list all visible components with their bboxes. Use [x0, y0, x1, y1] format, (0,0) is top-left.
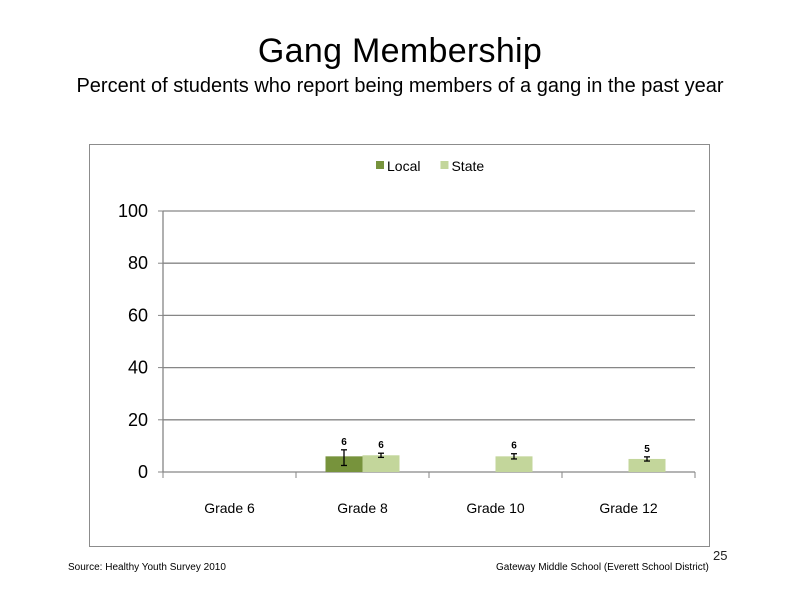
legend-swatch-state — [440, 161, 449, 169]
y-tick-label: 100 — [118, 201, 148, 221]
y-tick-label: 40 — [128, 358, 148, 378]
x-tick-label: Grade 8 — [337, 500, 388, 516]
source-note: Source: Healthy Youth Survey 2010 — [68, 562, 226, 573]
data-label: 5 — [644, 444, 650, 455]
data-label: 6 — [341, 437, 347, 448]
x-tick-label: Grade 10 — [466, 500, 525, 516]
page-number: 25 — [713, 548, 728, 563]
chart-title: Gang Membership — [257, 32, 543, 70]
bar-state — [362, 455, 400, 472]
chart-subtitle: Percent of students who report being mem… — [76, 75, 724, 97]
bar-state — [628, 458, 666, 472]
y-tick-label: 60 — [128, 305, 148, 325]
school-note: Gateway Middle School (Everett School Di… — [496, 562, 709, 573]
y-tick-label: 20 — [128, 410, 148, 430]
y-tick-label: 80 — [128, 253, 148, 273]
x-tick-label: Grade 6 — [204, 500, 255, 516]
data-label: 6 — [511, 441, 517, 452]
x-tick-label: Grade 12 — [599, 500, 658, 516]
y-tick-label: 0 — [138, 462, 148, 482]
legend-label-state: State — [451, 158, 484, 174]
bar-state — [495, 456, 533, 472]
data-label: 6 — [378, 440, 384, 451]
legend-label-local: Local — [387, 158, 420, 174]
legend-swatch-local — [376, 161, 384, 169]
